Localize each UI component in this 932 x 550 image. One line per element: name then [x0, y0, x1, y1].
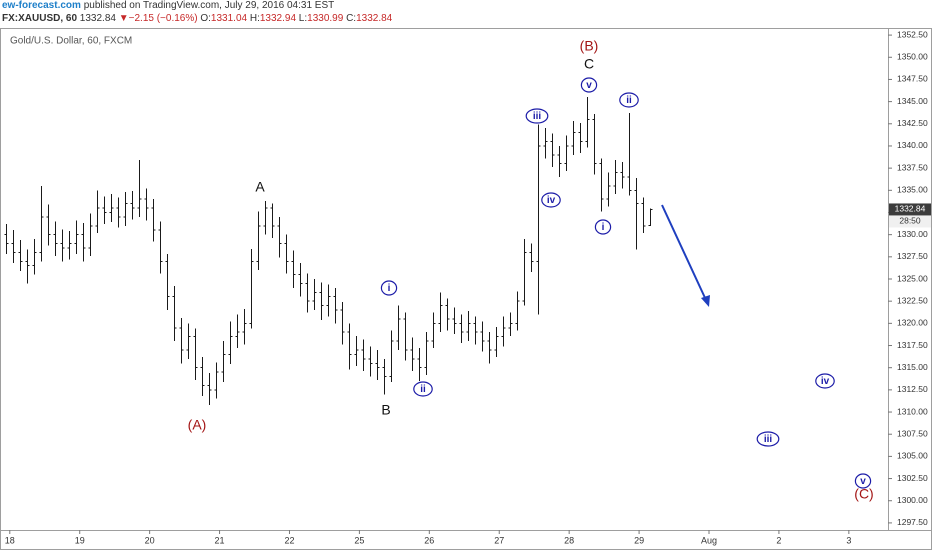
y-tick-label: 1297.50	[897, 517, 928, 527]
x-tick-label: 18	[5, 535, 15, 545]
y-tick-label: 1347.50	[897, 74, 928, 84]
x-tick-label: 19	[75, 535, 85, 545]
arrow-line	[661, 204, 707, 301]
y-tick-label: 1337.50	[897, 162, 928, 172]
y-tick-label: 1322.50	[897, 295, 928, 305]
open-label: O:	[200, 13, 211, 24]
high-label: H:	[249, 13, 260, 24]
y-tick-label: 1330.00	[897, 229, 928, 239]
last-price: 1332.84	[79, 13, 116, 24]
y-tick-label: 1350.00	[897, 52, 928, 62]
wave-circle	[619, 92, 639, 108]
y-tick-label: 1312.50	[897, 384, 928, 394]
last-price-label: 1332.84	[895, 204, 926, 214]
wave-label: iii	[533, 111, 542, 122]
change: −2.15 (−0.16%)	[128, 13, 198, 24]
wave-label: A	[255, 179, 265, 195]
y-tick-label: 1342.50	[897, 118, 928, 128]
y-tick-label: 1315.00	[897, 362, 928, 372]
y-tick-label: 1302.50	[897, 473, 928, 483]
symbol: FX:XAUUSD, 60	[2, 13, 78, 24]
countdown-box	[889, 215, 931, 228]
wave-circle	[413, 381, 433, 397]
x-tick-label: 26	[424, 535, 434, 545]
wave-label: iv	[821, 376, 830, 387]
high-value: 1332.94	[259, 13, 297, 24]
low-label: L:	[298, 13, 308, 24]
y-tick-label: 1325.00	[897, 273, 928, 283]
wave-label: (C)	[854, 486, 873, 502]
y-tick-label: 1310.00	[897, 406, 928, 416]
x-tick-label: Aug	[701, 535, 717, 545]
wave-circle	[380, 280, 398, 296]
y-tick-label: 1327.50	[897, 251, 928, 261]
wave-label: iii	[764, 434, 773, 445]
y-tick-label: 1305.00	[897, 451, 928, 461]
open-value: 1331.04	[210, 13, 248, 24]
wave-label: i	[602, 222, 605, 233]
wave-label: i	[388, 283, 391, 294]
publish-line: ew-forecast.com published on TradingView…	[2, 0, 334, 12]
chart-title: Gold/U.S. Dollar, 60, FXCM	[10, 36, 132, 47]
x-tick-label: 22	[284, 535, 294, 545]
wave-label: iv	[547, 195, 556, 206]
x-tick-label: 3	[846, 535, 851, 545]
wave-circle	[594, 219, 612, 235]
wave-label: (A)	[188, 417, 207, 433]
forecast-arrow	[661, 204, 710, 307]
wave-circle	[580, 77, 598, 93]
time-axis-frame	[0, 530, 932, 550]
y-tick-label: 1335.00	[897, 185, 928, 195]
wave-circle	[756, 431, 780, 447]
published-info: published on TradingView.com, July 29, 2…	[83, 0, 335, 11]
x-tick-label: 21	[215, 535, 225, 545]
x-tick-label: 2	[776, 535, 781, 545]
wave-label: ii	[626, 95, 632, 106]
chart: Gold/U.S. Dollar, 60, FXCM 1297.50 1300.0…	[0, 28, 932, 550]
wave-label: v	[586, 80, 592, 91]
wave-label: ii	[420, 384, 426, 395]
y-tick-label: 1307.50	[897, 428, 928, 438]
wave-circle	[525, 108, 549, 124]
low-value: 1330.99	[307, 13, 344, 24]
wave-label: C	[584, 56, 594, 72]
down-icon: ▼	[118, 13, 129, 24]
wave-label: (B)	[580, 38, 599, 54]
plot-frame	[0, 28, 889, 531]
ohlc-bars	[4, 97, 653, 405]
x-tick-label: 25	[354, 535, 364, 545]
y-tick-label: 1320.00	[897, 318, 928, 328]
x-tick-label: 29	[634, 535, 644, 545]
arrow-head	[701, 295, 710, 307]
last-price-tag	[889, 203, 931, 216]
y-tick-label: 1317.50	[897, 340, 928, 350]
wave-label: B	[381, 402, 390, 418]
y-tick-label: 1352.50	[897, 29, 928, 39]
publisher[interactable]: ew-forecast.com	[2, 0, 81, 11]
x-tick-label: 20	[145, 535, 155, 545]
countdown: 28:50	[899, 216, 921, 226]
wave-circle	[854, 473, 872, 489]
y-tick-label: 1345.00	[897, 96, 928, 106]
wave-label: v	[860, 476, 866, 487]
y-tick-label: 1340.00	[897, 140, 928, 150]
y-tick-label: 1300.00	[897, 495, 928, 505]
close-value: 1332.84	[356, 13, 393, 24]
wave-circle	[541, 192, 561, 208]
close-label: C:	[346, 13, 357, 24]
wave-circle	[815, 373, 835, 389]
x-tick-label: 28	[564, 535, 574, 545]
x-tick-label: 27	[494, 535, 504, 545]
symbol-line: FX:XAUUSD, 60 1332.84 ▼−2.15 (−0.16%) O:…	[2, 13, 392, 25]
